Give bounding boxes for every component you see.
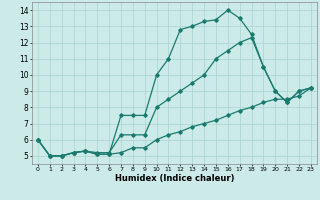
X-axis label: Humidex (Indice chaleur): Humidex (Indice chaleur) (115, 174, 234, 183)
